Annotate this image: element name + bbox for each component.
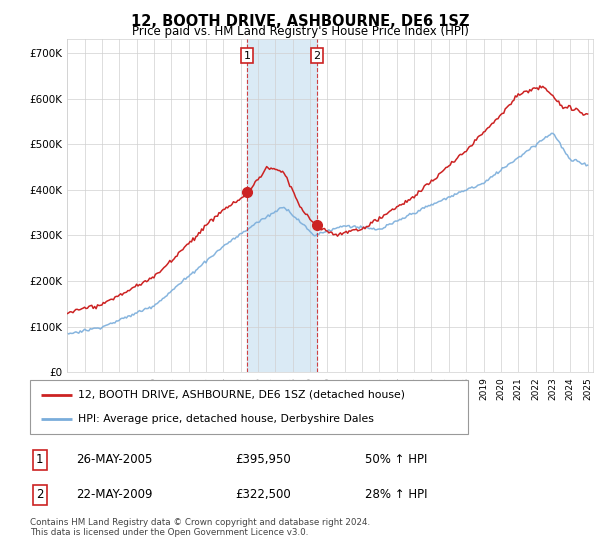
Bar [247, 39, 317, 372]
Text: 2: 2 [313, 51, 320, 61]
Text: 12, BOOTH DRIVE, ASHBOURNE, DE6 1SZ: 12, BOOTH DRIVE, ASHBOURNE, DE6 1SZ [131, 14, 469, 29]
Text: £395,950: £395,950 [235, 454, 291, 466]
Text: HPI: Average price, detached house, Derbyshire Dales: HPI: Average price, detached house, Derb… [78, 414, 374, 424]
Text: 1: 1 [244, 51, 251, 61]
Text: 50% ↑ HPI: 50% ↑ HPI [365, 454, 427, 466]
Text: 22-MAY-2009: 22-MAY-2009 [76, 488, 152, 501]
FancyBboxPatch shape [30, 380, 468, 434]
Text: 2: 2 [36, 488, 43, 501]
Text: Contains HM Land Registry data © Crown copyright and database right 2024.
This d: Contains HM Land Registry data © Crown c… [30, 518, 370, 538]
Text: 1: 1 [36, 454, 43, 466]
Text: Price paid vs. HM Land Registry's House Price Index (HPI): Price paid vs. HM Land Registry's House … [131, 25, 469, 38]
Text: 12, BOOTH DRIVE, ASHBOURNE, DE6 1SZ (detached house): 12, BOOTH DRIVE, ASHBOURNE, DE6 1SZ (det… [78, 390, 405, 400]
Text: £322,500: £322,500 [235, 488, 291, 501]
Text: 26-MAY-2005: 26-MAY-2005 [76, 454, 152, 466]
Text: 28% ↑ HPI: 28% ↑ HPI [365, 488, 427, 501]
